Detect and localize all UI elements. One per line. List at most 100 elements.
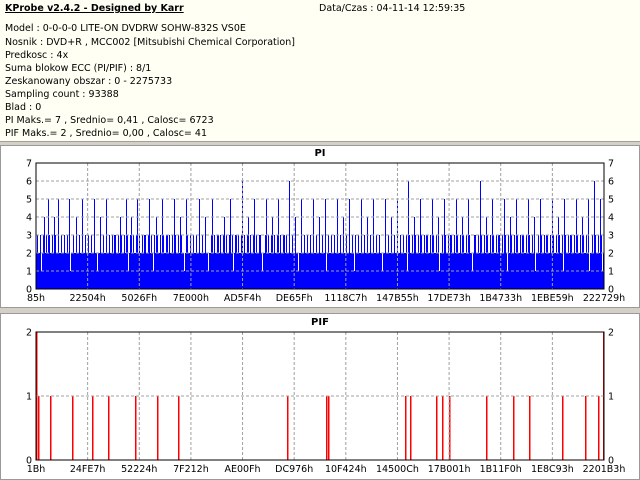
pi-bar <box>480 181 481 289</box>
pi-bar <box>181 235 182 289</box>
pi-bar <box>179 253 180 289</box>
pi-bar <box>602 271 603 289</box>
app-title: KProbe v2.4.2 - Designed by Karr <box>5 3 184 14</box>
pi-bar <box>556 235 557 289</box>
pi-xtick-label: 222729h <box>583 293 625 304</box>
pi-bar <box>326 271 327 289</box>
info-model: Model : 0-0-0-0 LITE-ON DVDRW SOHW-832S … <box>5 23 246 34</box>
pif-ytick-left: 0 <box>26 456 32 467</box>
pif-xtick-label: 1B11F0h <box>480 464 522 475</box>
pi-bar <box>118 235 119 289</box>
pi-bar <box>186 199 187 289</box>
pi-bar <box>69 199 70 289</box>
pi-bar <box>187 235 188 289</box>
pi-bar <box>279 253 280 289</box>
pi-bar <box>575 253 576 289</box>
pi-bar <box>583 235 584 289</box>
pi-bar <box>89 253 90 289</box>
pi-bar <box>129 253 130 289</box>
pi-bar <box>309 253 310 289</box>
pif-ytick-right: 1 <box>608 392 614 403</box>
pif-xtick-label: 17B001h <box>428 464 471 475</box>
pi-bar <box>40 235 41 289</box>
pi-bar <box>370 235 371 289</box>
pi-bar <box>419 253 420 289</box>
pi-bar <box>195 253 196 289</box>
pi-bar <box>448 235 449 289</box>
pi-bar <box>196 235 197 289</box>
pi-bar <box>301 199 302 289</box>
pi-bar <box>525 253 526 289</box>
pi-bar <box>220 235 221 289</box>
pi-bar <box>322 235 323 289</box>
pi-bar <box>160 235 161 289</box>
pi-ytick-left: 1 <box>26 267 32 278</box>
pi-bar <box>538 235 539 289</box>
pi-bar <box>82 199 83 289</box>
pi-bar <box>73 235 74 289</box>
pi-bar <box>444 199 445 289</box>
pi-bar <box>498 235 499 289</box>
pi-bar <box>174 199 175 289</box>
pi-bar <box>592 235 593 289</box>
pif-ytick-right: 0 <box>608 456 614 467</box>
pi-ytick-right: 7 <box>608 159 614 170</box>
pi-bar <box>299 253 300 289</box>
pi-bar <box>229 235 230 289</box>
pi-bar <box>528 199 529 289</box>
pi-bar <box>564 199 565 289</box>
pi-bar <box>554 253 555 289</box>
pi-bar <box>88 235 89 289</box>
pi-bar <box>600 199 601 289</box>
pi-bar <box>329 253 330 289</box>
pi-bar <box>235 235 236 289</box>
pi-bar <box>205 217 206 289</box>
pif-bar <box>405 396 407 460</box>
pi-bar <box>495 253 496 289</box>
pi-bar <box>59 253 60 289</box>
pi-bar <box>459 253 460 289</box>
pi-bar <box>541 235 542 289</box>
pi-bar <box>94 199 95 289</box>
pi-bar <box>316 235 317 289</box>
pi-bar <box>330 253 331 289</box>
pi-bar <box>49 235 50 289</box>
pi-xtick-label: 147B55h <box>376 293 419 304</box>
pi-bar <box>565 235 566 289</box>
pi-bar <box>399 253 400 289</box>
pi-bar <box>560 253 561 289</box>
pi-bar <box>524 253 525 289</box>
pi-bar <box>314 253 315 289</box>
pi-bar <box>426 235 427 289</box>
pi-bar <box>328 235 329 289</box>
pi-bar <box>140 253 141 289</box>
pif-chart-panel: PIF 0 0 1 1 2 2 1Bh 24FE7h 52224h 7F212h AE00Fh DC97… <box>0 313 640 480</box>
pi-bar <box>180 217 181 289</box>
pi-ytick-right: 5 <box>608 195 614 206</box>
pi-ytick-left: 4 <box>26 213 32 224</box>
pif-bar <box>585 396 587 460</box>
pi-bar <box>389 253 390 289</box>
pi-bar <box>253 235 254 289</box>
pi-bar <box>157 235 158 289</box>
pi-bar <box>204 253 205 289</box>
pi-bar <box>190 235 191 289</box>
pi-bar <box>577 235 578 289</box>
pi-bar <box>410 253 411 289</box>
pi-bar <box>354 271 355 289</box>
pi-bar <box>390 253 391 289</box>
pi-bar <box>45 253 46 289</box>
pi-bar <box>184 271 185 289</box>
pi-bar <box>223 235 224 289</box>
pi-bar <box>515 253 516 289</box>
pi-bar <box>430 235 431 289</box>
pi-bar <box>569 253 570 289</box>
pi-bar <box>493 235 494 289</box>
pi-bar <box>331 235 332 289</box>
pi-bar <box>265 235 266 289</box>
pif-chart: PIF 0 0 1 1 2 2 1Bh 24FE7h 52224h 7F212h AE00Fh DC97… <box>26 317 625 475</box>
pi-bar <box>352 235 353 289</box>
pi-bar <box>247 235 248 289</box>
pi-bar <box>292 235 293 289</box>
pi-bar <box>212 199 213 289</box>
